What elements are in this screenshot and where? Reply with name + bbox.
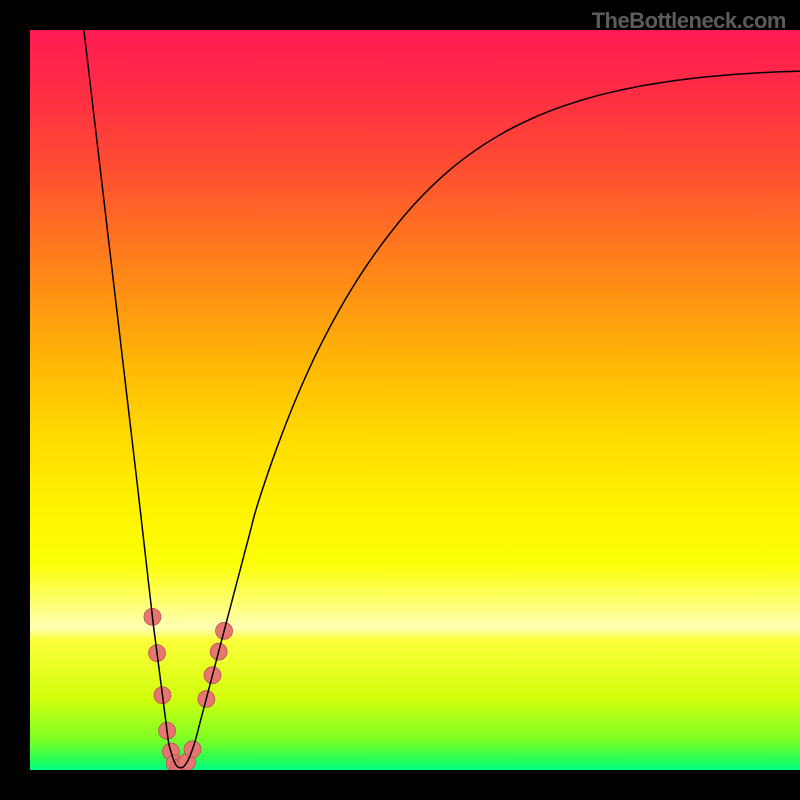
gradient-background	[30, 30, 800, 770]
chart-outer-frame: TheBottleneck.com	[0, 0, 800, 800]
plot-area	[30, 30, 800, 770]
chart-svg	[30, 30, 800, 770]
